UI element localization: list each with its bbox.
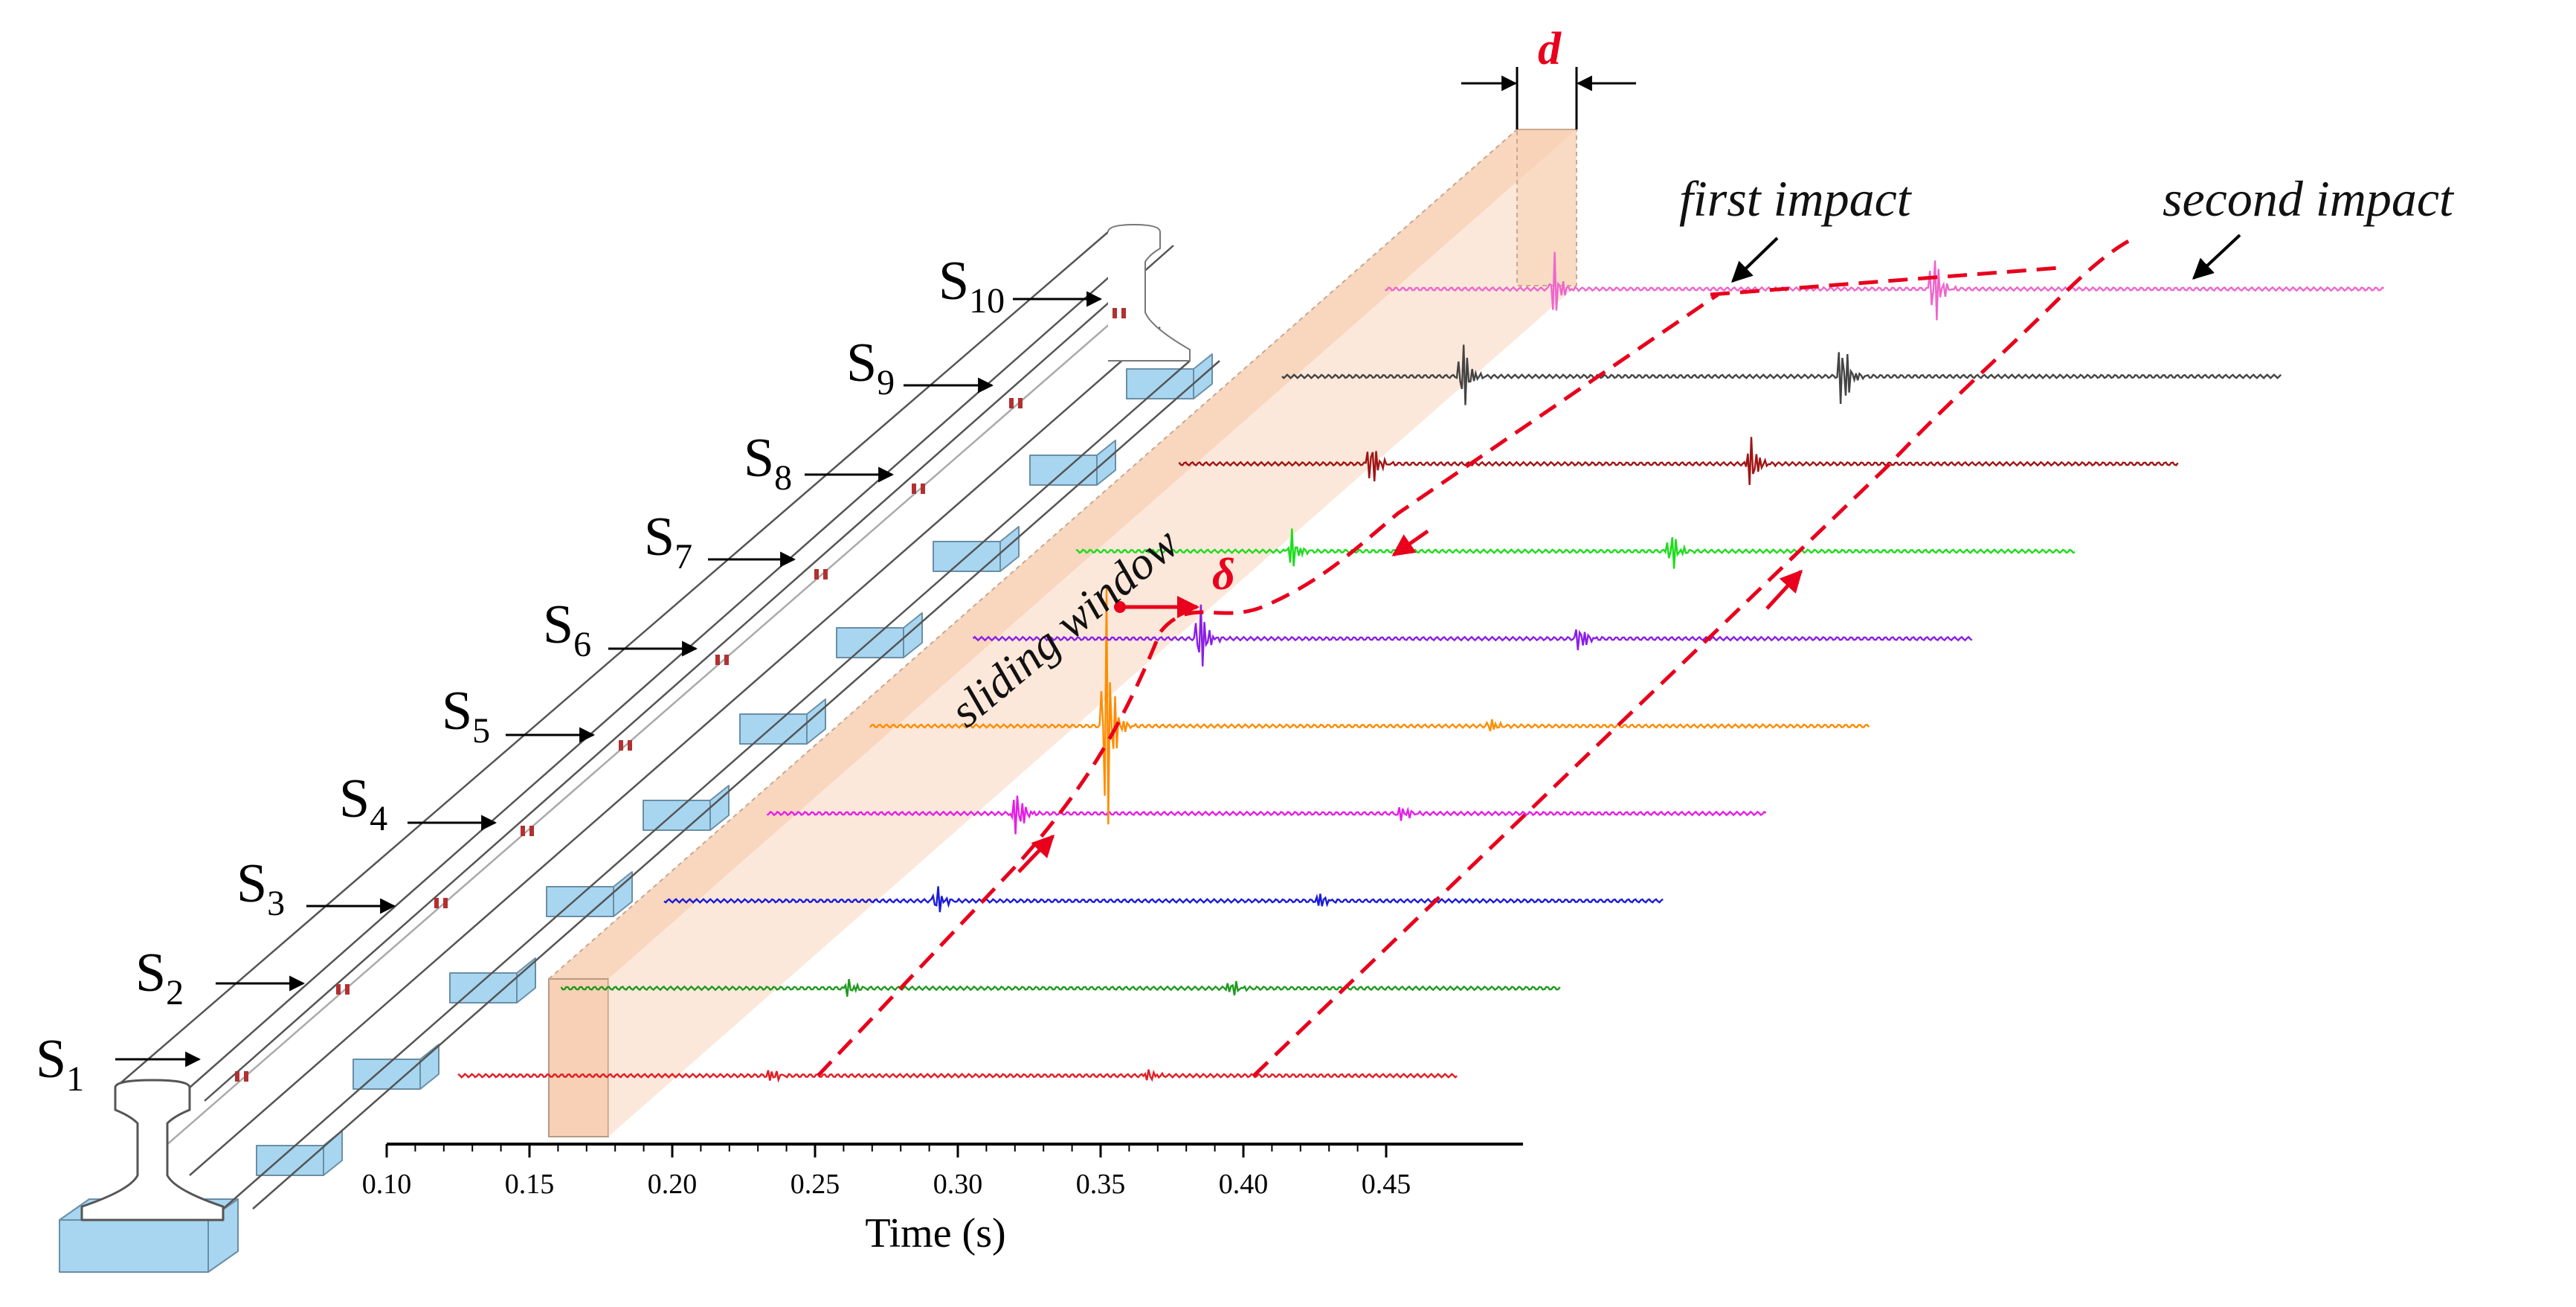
svg-text:S1: S1 [36,1029,84,1099]
svg-text:S5: S5 [442,681,490,751]
svg-text:S2: S2 [135,942,184,1012]
axis-tick-label: 0.45 [1362,1169,1411,1200]
sensor-label-10: S10 [938,251,1103,321]
signal-trace-s5 [869,588,1870,825]
signal-trace-s9 [1281,344,2282,405]
impact-arrowheads [1017,529,1803,873]
sliding-window [548,129,1577,1137]
axis-ticks: 0.10 0.15 0.20 0.25 0.30 0.35 0.40 0.45 [362,1144,1411,1200]
svg-text:S4: S4 [339,768,387,838]
first-impact-label: first impact [1679,170,1913,227]
signal-trace-s1 [457,1069,1458,1083]
sensor-label-4: S4 [339,768,498,838]
sleepers [59,353,1213,1273]
sensor-label-6: S6 [543,594,698,664]
svg-text:S10: S10 [938,251,1005,321]
signal-trace-s7 [1075,528,2076,569]
sensor-labels: S1 S2 S3 S4 S5 S6 S7 S8 [36,251,1103,1099]
sensor-label-9: S9 [846,333,994,402]
axis-tick-label: 0.10 [362,1169,412,1200]
sensor-label-7: S7 [644,507,796,577]
first-impact-pointer [1730,237,1779,283]
signal-trace-s8 [1178,437,2179,485]
second-impact-pointer [2192,234,2241,280]
signal-trace-s4 [766,795,1767,835]
axis-tick-label: 0.30 [933,1169,983,1200]
axis-tick-label: 0.15 [505,1169,555,1200]
axis-tick-label: 0.40 [1219,1169,1269,1200]
sensor-signals [457,251,2385,1083]
d-dimension [1461,67,1636,129]
sensor-label-2: S2 [135,942,306,1012]
svg-text:S9: S9 [846,333,895,402]
sensor-label-1: S1 [36,1029,202,1099]
sensor-label-5: S5 [442,681,596,751]
sensor-label-8: S8 [744,428,895,498]
rail-model [59,224,1220,1273]
d-label: d [1538,24,1562,74]
svg-text:S7: S7 [644,507,692,577]
sensor-label-3: S3 [236,853,396,923]
axis-tick-label: 0.35 [1076,1169,1126,1200]
signal-trace-s3 [663,886,1664,913]
signal-trace-s10 [1385,251,2385,321]
time-axis: 0.10 0.15 0.20 0.25 0.30 0.35 0.40 0.45 Time (s… [362,1143,1523,1256]
axis-title: Time (s) [865,1210,1005,1256]
svg-text:S6: S6 [543,594,591,664]
second-impact-label: second impact [2163,170,2455,227]
axis-tick-label: 0.25 [790,1169,840,1200]
delta-indicator [1114,596,1200,618]
delta-label: δ [1212,550,1235,599]
svg-text:S3: S3 [236,853,285,923]
axis-tick-label: 0.20 [648,1169,698,1200]
rail-sensor-markers [235,308,1126,1082]
second-impact-path [1252,236,2136,1077]
signal-trace-s6 [972,604,1973,667]
svg-text:S8: S8 [744,428,792,498]
signal-trace-s2 [560,979,1561,997]
